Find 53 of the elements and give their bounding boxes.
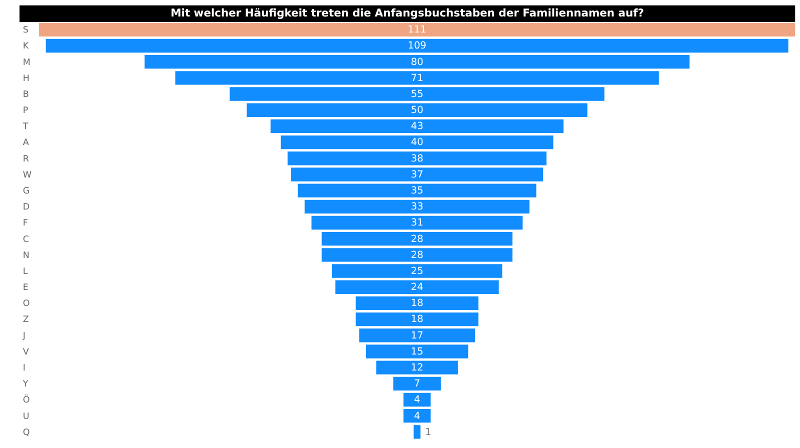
category-label: K (22, 42, 29, 52)
category-label: G (22, 186, 30, 196)
data-label: 71 (410, 72, 424, 84)
data-label: 40 (410, 137, 424, 148)
data-label: 37 (410, 169, 424, 180)
category-label: D (22, 202, 30, 213)
category-label: J (22, 331, 26, 342)
data-label: 4 (414, 410, 420, 422)
text: Mit welcher Häufigkeit treten die Anfangsbuchstaben der Familiennamen auf? (170, 6, 644, 20)
data-label: 15 (410, 346, 424, 358)
category-label: P (22, 106, 28, 116)
category-label: Ö (22, 394, 30, 406)
data-label: 111 (408, 24, 426, 36)
data-label: 7 (414, 378, 420, 390)
data-label: 33 (410, 202, 424, 213)
category-label: E (22, 283, 28, 294)
data-label: 109 (408, 40, 426, 52)
data-label: 1 (425, 426, 432, 438)
data-label: 24 (410, 282, 424, 294)
category-label: R (22, 154, 30, 164)
category-label: H (22, 74, 30, 84)
data-label: 50 (410, 105, 424, 116)
category-label: F (22, 218, 28, 229)
category-label: Q (22, 428, 30, 438)
data-label: 43 (410, 121, 424, 132)
category-label: T (22, 122, 29, 132)
data-label: 38 (410, 153, 424, 164)
category-label: V (22, 347, 29, 358)
category-label: A (22, 138, 29, 148)
category-label: Y (22, 380, 29, 390)
data-label: 18 (410, 314, 424, 326)
category-label: N (22, 250, 30, 261)
category-label: W (22, 170, 32, 180)
data-label: 28 (410, 234, 424, 245)
data-label: 28 (410, 250, 424, 261)
category-label: I (22, 363, 26, 374)
data-label: 25 (410, 266, 424, 277)
category-label: M (22, 58, 31, 68)
data-label: 12 (410, 362, 424, 374)
category-label: Z (22, 315, 29, 326)
data-label: 55 (410, 88, 424, 100)
data-label: 17 (410, 330, 424, 342)
category-label: B (22, 90, 29, 100)
category-label: O (22, 299, 30, 310)
data-label: 80 (410, 56, 424, 68)
data-label: 35 (410, 185, 424, 196)
data-label: 31 (410, 218, 424, 229)
category-label: C (22, 234, 30, 245)
data-label: 4 (414, 394, 420, 406)
category-label: L (22, 266, 28, 277)
category-label: S (22, 26, 29, 36)
category-label: U (22, 412, 30, 422)
data-label: 18 (410, 298, 424, 310)
